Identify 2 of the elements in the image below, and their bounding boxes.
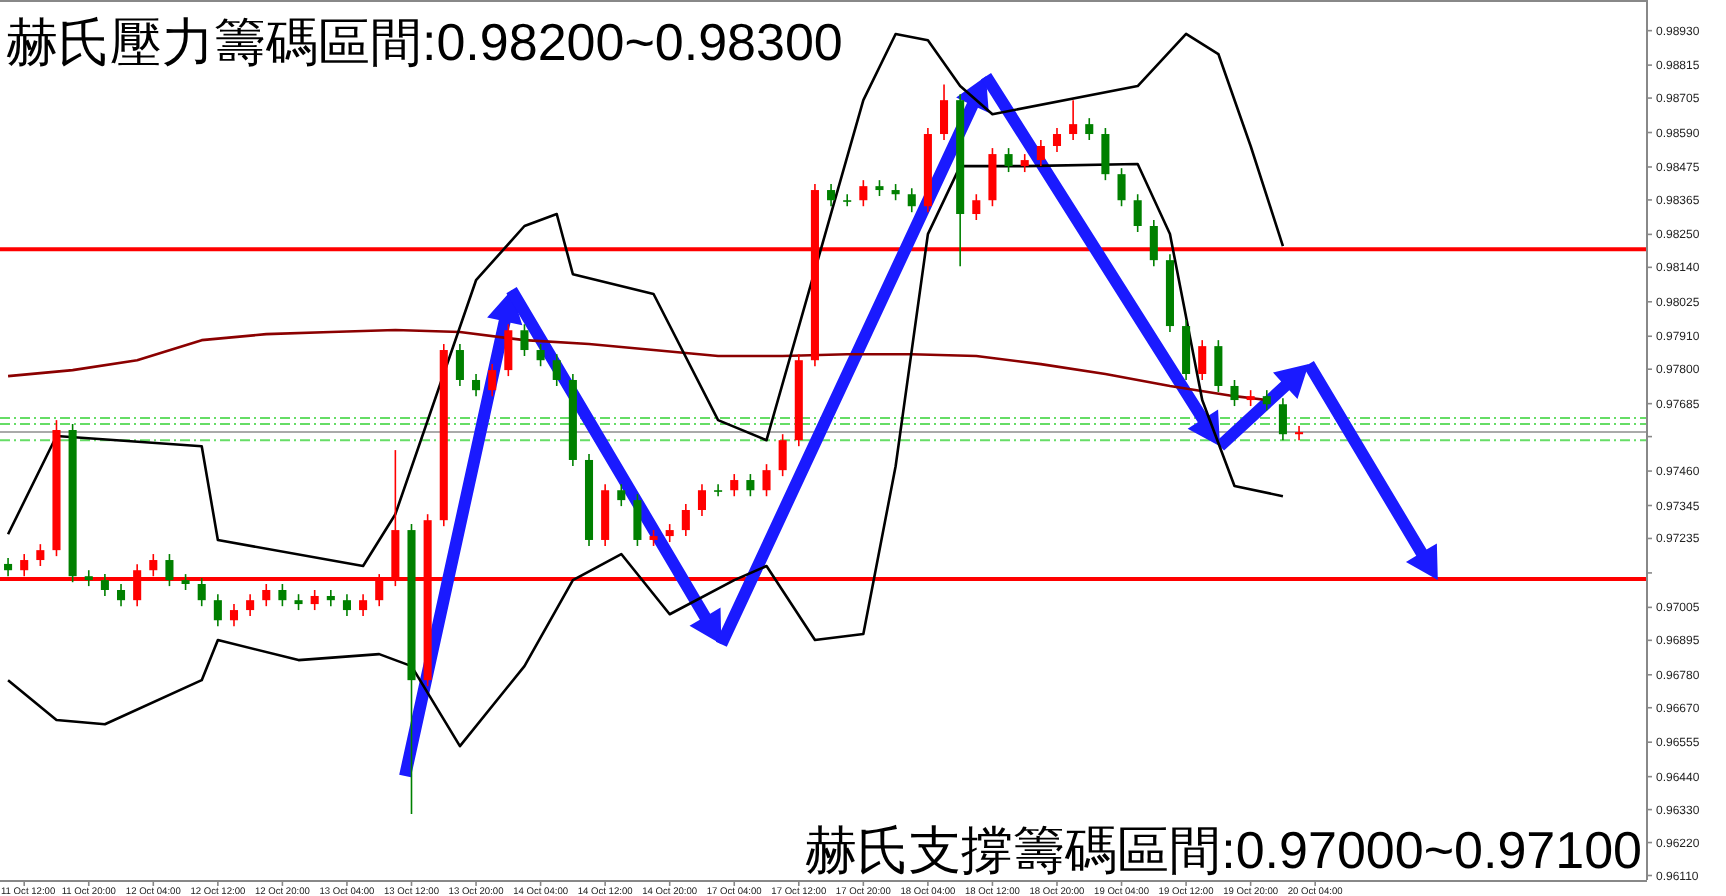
annotation: 赫氏支撐籌碼區間:0.97000~0.97100 xyxy=(805,820,1642,880)
chart-title: 赫氏壓力籌碼區間:0.98200~0.98300 xyxy=(6,12,843,72)
